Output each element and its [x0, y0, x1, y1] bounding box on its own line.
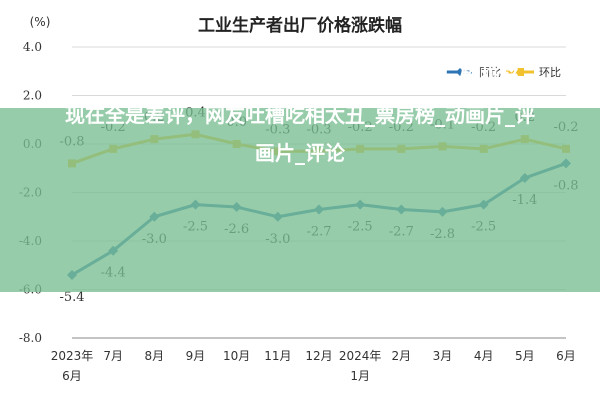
watermark-overlay	[0, 108, 600, 292]
y-tick-label: 4.0	[23, 40, 42, 54]
legend-marker	[516, 68, 524, 76]
chart-title: 工业生产者出厂价格涨跌幅	[198, 15, 402, 36]
x-tick-label: 2月	[392, 349, 412, 363]
x-ticks: 2023年 6月 7月 8月 9月 10月 11月 12月 2024年 1月 2月 3月 4月 5月 6月	[51, 349, 576, 383]
x-tick-label: 6月	[556, 349, 576, 363]
y-axis-label: (%)	[30, 15, 51, 29]
x-tick-label: 2024年	[339, 349, 382, 363]
x-tick-label: 8月	[145, 349, 165, 363]
y-tick-label: -8.0	[19, 331, 42, 345]
legend-label: 环比	[539, 66, 561, 79]
overlay-text-line-1: 有哪些股票配资公司 《哪吒2》终于停播！物极必	[79, 65, 521, 89]
x-tick-label: 3月	[433, 349, 453, 363]
legend-marker	[456, 68, 464, 76]
x-tick-label: 9月	[186, 349, 206, 363]
x-tick-label: 12月	[305, 349, 332, 363]
x-tick-label: 4月	[474, 349, 494, 363]
x-tick-label: 5月	[515, 349, 535, 363]
y-tick-label: 2.0	[23, 89, 42, 103]
x-tick-label: 10月	[223, 349, 250, 363]
legend: 同比 环比	[446, 66, 561, 79]
overlay-text-line-3: 画片_评论	[255, 141, 345, 165]
x-tick-label: 2023年	[51, 349, 94, 363]
data-label: -5.4	[59, 290, 84, 305]
legend-label: 同比	[479, 66, 501, 79]
x-tick-label: 1月	[350, 369, 370, 383]
x-tick-label: 6月	[62, 369, 82, 383]
x-tick-label: 7月	[103, 349, 123, 363]
overlay-text-line-2: 现在全是差评，网友吐槽吃相太丑_票房榜_动画片_评	[65, 103, 535, 127]
x-tick-label: 11月	[264, 349, 291, 363]
